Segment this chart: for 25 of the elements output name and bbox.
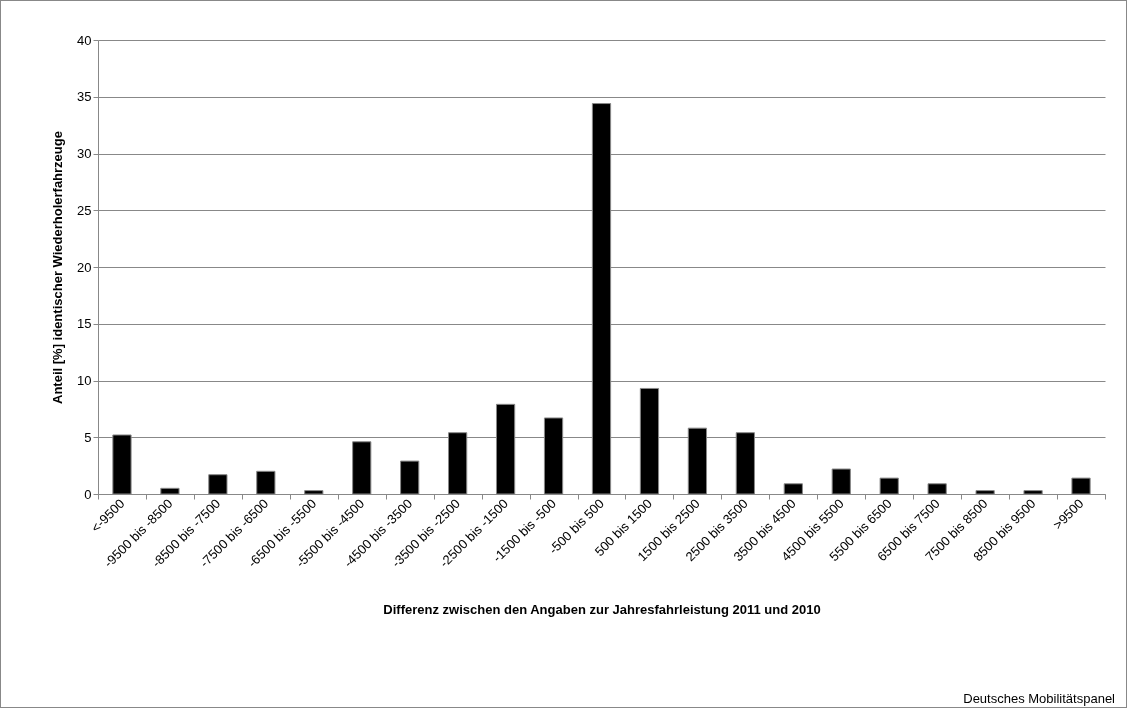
bar bbox=[831, 468, 851, 495]
bar bbox=[160, 487, 180, 495]
y-tick-label: 20 bbox=[77, 259, 92, 275]
y-tick-label: 25 bbox=[77, 202, 92, 218]
x-axis-title: Differenz zwischen den Angaben zur Jahresfahrleistung 2011 und 2010 bbox=[383, 602, 821, 618]
bar bbox=[1023, 490, 1043, 495]
bar bbox=[400, 460, 420, 495]
bar bbox=[256, 470, 276, 495]
text: Deutsches Mobilitätspanel bbox=[963, 691, 1115, 706]
y-tick-label: 10 bbox=[77, 373, 92, 388]
bar bbox=[927, 483, 947, 495]
y-tick-label: 30 bbox=[77, 146, 92, 161]
bar bbox=[208, 474, 228, 495]
bar bbox=[975, 490, 995, 495]
bar bbox=[1071, 477, 1091, 495]
y-tick-label: 40 bbox=[77, 32, 92, 48]
bar bbox=[783, 483, 803, 495]
bar bbox=[304, 490, 324, 495]
y-tick-label: 0 bbox=[84, 486, 92, 502]
bar bbox=[879, 477, 899, 495]
y-axis-title: Anteil [%] identischer Wiederholerfahrzeuge bbox=[50, 131, 66, 404]
y-tick-label: 15 bbox=[77, 316, 92, 332]
y-tick-label: 35 bbox=[77, 89, 92, 105]
y-tick-label: 5 bbox=[84, 429, 92, 445]
bar bbox=[352, 441, 372, 495]
